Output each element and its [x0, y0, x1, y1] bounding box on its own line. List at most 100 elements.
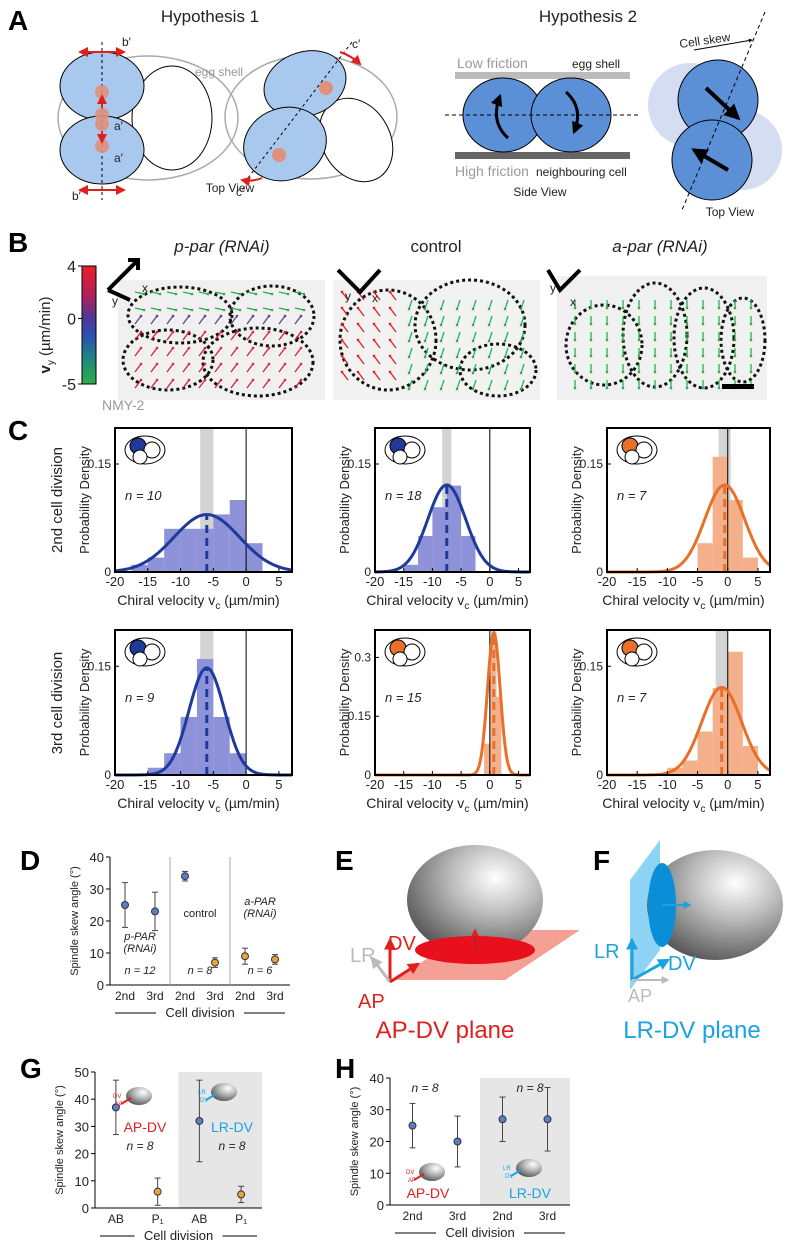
micrograph [557, 276, 767, 400]
flow-arrow-head [685, 386, 689, 390]
flow-arrow-head [340, 370, 344, 374]
flow-arrow-head [621, 322, 625, 326]
flow-arrow-head [637, 354, 641, 358]
flow-arrow [488, 347, 493, 358]
flow-arrow [230, 291, 241, 295]
flow-arrow-head [251, 346, 255, 350]
flow-arrow-head [190, 308, 194, 312]
n-label: n = 12 [125, 965, 156, 977]
x-tick-label: -5 [455, 777, 467, 792]
panel-a: A Hypothesis 1 b′ a′ a′ b′ egg shell c′ … [8, 5, 782, 219]
flow-arrow-head [372, 370, 376, 374]
flow-arrow [341, 307, 349, 317]
flow-arrow-head [254, 292, 258, 296]
flow-arrow-head [206, 308, 210, 312]
flow-arrow-head [340, 322, 344, 326]
flow-arrow-head [701, 306, 705, 310]
flow-arrow-head [471, 307, 475, 311]
n-label: n = 7 [617, 488, 647, 503]
flow-arrow [408, 363, 413, 374]
flow-arrow [294, 363, 302, 373]
x-tick-label: -5 [692, 574, 704, 589]
flow-arrow-head [139, 330, 143, 334]
flow-arrow [520, 315, 525, 326]
flow-arrow [424, 363, 429, 374]
row-label: 2nd cell division [49, 447, 66, 553]
histogram-bar [461, 536, 476, 572]
flow-arrow [230, 363, 238, 373]
embryo [647, 850, 783, 960]
y-tick-label: 0 [377, 1198, 384, 1213]
flow-arrow [214, 379, 222, 389]
x-axis-label: Cell division [445, 1225, 514, 1240]
flow-arrow-head [455, 371, 459, 375]
panel-letter: F [593, 845, 610, 876]
centrosome [272, 148, 286, 162]
y-tick-label: 0 [97, 978, 104, 993]
flow-arrow-head [254, 308, 258, 312]
flow-arrow-head [356, 322, 360, 326]
flow-arrow-head [203, 362, 207, 366]
flow-arrow-head [302, 308, 306, 312]
point [181, 872, 189, 881]
x-tick-label: -15 [394, 777, 413, 792]
x-tick-label: 5 [754, 777, 761, 792]
force-arrow [240, 176, 263, 187]
flow-arrow [504, 331, 509, 342]
flow-arrow-head [455, 355, 459, 359]
x-axis-label-sub: c [700, 601, 705, 612]
flow-arrow-head [519, 339, 523, 343]
flow-arrow [440, 331, 445, 342]
point [121, 901, 129, 909]
icon-axis [120, 1097, 132, 1105]
flow-arrow [488, 315, 493, 326]
flow-arrow-head [423, 355, 427, 359]
panel-d: D 0 10 20 30 40 Spindle skew angle (°) 2nd 3rd 2… [20, 845, 290, 1020]
colorbar-tick-label: 0 [67, 311, 76, 328]
point [211, 958, 219, 967]
flow-arrow [262, 331, 270, 341]
flow-arrow [389, 307, 397, 317]
flow-arrow-head [203, 330, 207, 334]
icon-cell [635, 441, 653, 459]
flow-arrow-head [372, 354, 376, 358]
flow-arrow [341, 323, 349, 333]
icon-label: DV [200, 1098, 208, 1104]
y-tick-label: 10 [370, 1166, 384, 1181]
flow-arrow-head [487, 323, 491, 327]
colorbar [81, 265, 97, 385]
flow-arrow [373, 307, 381, 317]
flow-arrow-head [669, 322, 673, 326]
flow-arrow [278, 331, 286, 341]
flow-arrow [262, 379, 270, 389]
x-tick-label: 2nd [235, 989, 255, 1003]
y-axis-label: Probability Density [337, 446, 352, 554]
flow-arrow [246, 347, 254, 357]
plot-frame [606, 427, 771, 573]
histogram-bar [446, 485, 462, 572]
flow-arrow-head [573, 338, 577, 342]
n-label: n = 8 [218, 1139, 245, 1153]
flow-arrow [472, 315, 477, 326]
plot-frame [606, 629, 771, 776]
flow-arrow [520, 347, 525, 358]
flow-arrow-head [190, 292, 194, 296]
x-tick-label: 0 [724, 777, 731, 792]
flow-arrow [134, 379, 142, 389]
flow-arrow [520, 379, 525, 390]
x-tick-label: 3rd [266, 989, 283, 1003]
flow-arrow [504, 347, 509, 358]
histogram-bar [682, 760, 698, 775]
x-axis-label-unit: (µm/min) [705, 592, 764, 608]
flow-arrow-head [605, 386, 609, 390]
flow-arrow-head [187, 314, 191, 318]
flow-arrow-head [519, 387, 523, 391]
y-tick-label: 20 [75, 1147, 89, 1162]
histogram-bar [196, 659, 214, 775]
flow-arrow-head [439, 323, 443, 327]
x-tick-label: 0 [242, 777, 249, 792]
y-axis-label: Probability Density [77, 648, 92, 756]
flow-arrow [294, 315, 302, 325]
cell [131, 65, 213, 171]
flow-arrow [389, 291, 397, 301]
